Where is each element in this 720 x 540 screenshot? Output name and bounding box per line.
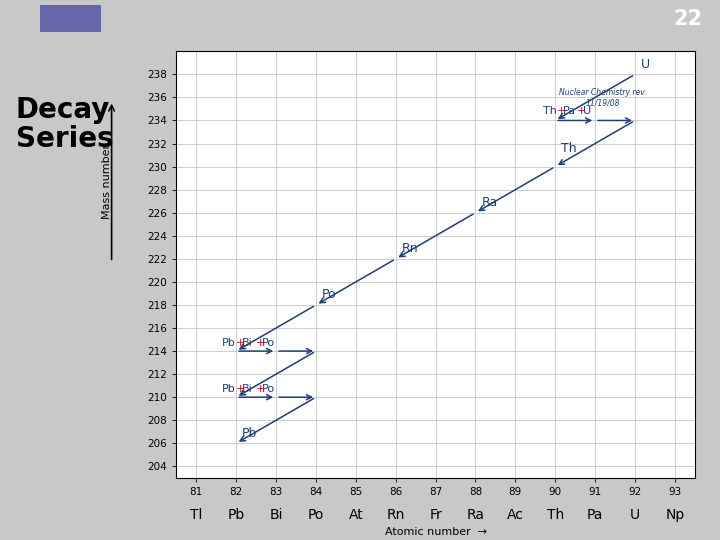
Text: Po: Po xyxy=(262,338,275,348)
Text: Pb: Pb xyxy=(222,338,236,348)
Text: Bi: Bi xyxy=(242,338,253,348)
Text: +: + xyxy=(235,338,245,348)
Text: Rn: Rn xyxy=(402,242,418,255)
Text: Po: Po xyxy=(322,288,336,301)
Text: +: + xyxy=(235,384,245,394)
Text: Pa: Pa xyxy=(563,106,577,116)
Text: U: U xyxy=(641,58,650,71)
Text: Nuclear Chemistry rev.
11/19/08: Nuclear Chemistry rev. 11/19/08 xyxy=(559,88,647,107)
X-axis label: Atomic number  →: Atomic number → xyxy=(384,528,487,537)
Text: 22: 22 xyxy=(673,9,702,29)
Text: Decay
Series: Decay Series xyxy=(16,96,114,153)
Text: Ra: Ra xyxy=(482,196,498,210)
Text: +: + xyxy=(256,384,265,394)
Text: +: + xyxy=(557,106,566,116)
Bar xyxy=(40,5,101,31)
Text: Pb: Pb xyxy=(222,384,236,394)
Text: +: + xyxy=(256,338,265,348)
Text: U: U xyxy=(583,106,591,116)
Text: Bi: Bi xyxy=(242,384,253,394)
Text: Po: Po xyxy=(262,384,275,394)
Text: Pb: Pb xyxy=(242,427,258,440)
Text: Mass number: Mass number xyxy=(102,144,112,219)
Text: +: + xyxy=(577,106,586,116)
Text: Th: Th xyxy=(561,142,577,155)
Text: Th: Th xyxy=(544,106,557,116)
